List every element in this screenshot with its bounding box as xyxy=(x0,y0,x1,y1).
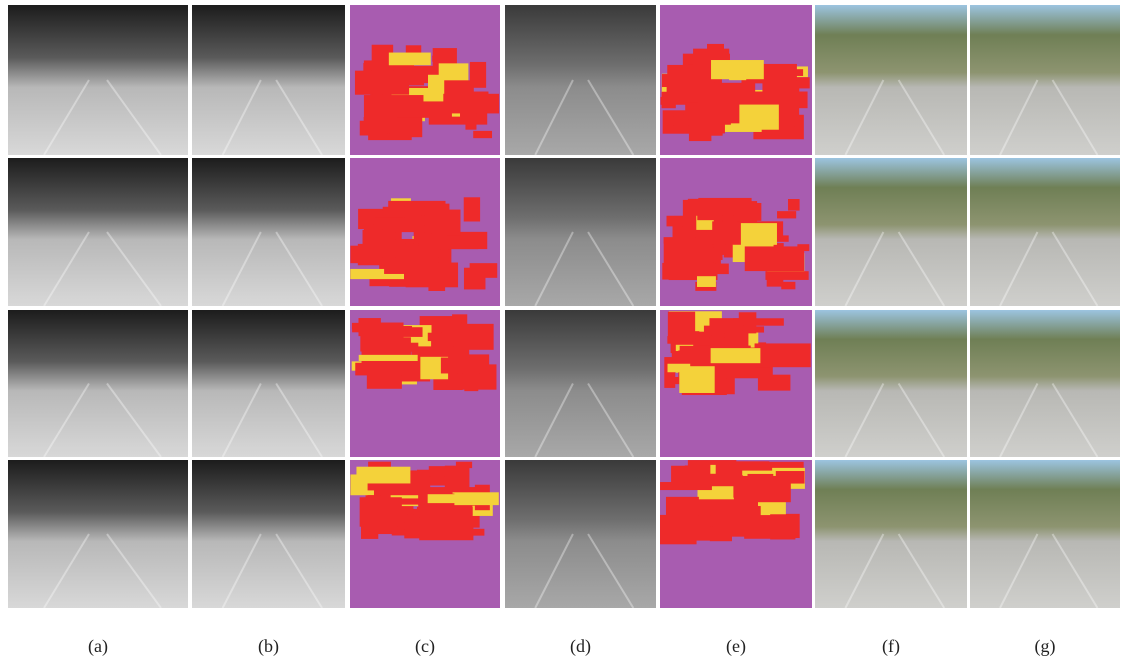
figure: (a) (b) (c) (d) (e) (f) (g) xyxy=(0,0,1127,666)
map-patch xyxy=(360,497,402,526)
map-patch xyxy=(745,246,804,271)
map-patch xyxy=(363,230,396,258)
map-patch xyxy=(748,474,774,481)
image-tile xyxy=(192,310,345,457)
map-patch xyxy=(444,80,474,105)
image-tile xyxy=(8,460,188,608)
image-tile xyxy=(970,310,1120,457)
map-patch xyxy=(439,210,460,236)
image-tile xyxy=(970,460,1120,608)
map-patch xyxy=(470,263,498,278)
image-tile xyxy=(505,310,656,457)
image-tile xyxy=(970,5,1120,155)
map-patch xyxy=(788,199,800,211)
caption: (f) xyxy=(882,636,900,657)
map-patch xyxy=(688,199,734,216)
caption: (g) xyxy=(1035,636,1056,657)
map-patch xyxy=(435,322,462,331)
map-patch xyxy=(755,368,770,377)
captions: (a) (b) (c) (d) (e) (f) (g) xyxy=(88,636,1055,657)
map-patch xyxy=(360,323,403,352)
map-patch xyxy=(364,117,400,134)
map-patch xyxy=(473,131,492,138)
map-patch xyxy=(355,363,414,376)
image-tile xyxy=(815,5,967,155)
map-patch xyxy=(679,366,714,393)
image-tile xyxy=(815,310,967,457)
map-patch xyxy=(777,211,796,218)
map-patch xyxy=(776,471,805,484)
map-patch xyxy=(355,71,409,95)
image-tile xyxy=(8,310,188,457)
image-tile xyxy=(192,460,345,608)
image-tile xyxy=(815,460,967,608)
map-patch xyxy=(364,95,424,117)
map-patch xyxy=(428,494,473,503)
map-patch xyxy=(792,69,804,76)
image-tile xyxy=(505,158,656,306)
image-tile xyxy=(505,460,656,608)
map-patch xyxy=(711,60,764,79)
map-patch xyxy=(660,482,712,490)
map-patch xyxy=(744,517,794,539)
map-patch xyxy=(743,326,765,332)
map-patch xyxy=(428,333,446,341)
map-patch xyxy=(755,343,811,367)
map-patch xyxy=(762,80,799,100)
map-patch xyxy=(419,517,473,540)
map-patch xyxy=(463,366,480,375)
map-patch xyxy=(359,355,418,361)
map-patch xyxy=(664,237,696,243)
map-patch xyxy=(417,470,457,477)
image-tile xyxy=(192,5,345,155)
caption: (a) xyxy=(88,636,108,657)
map-patch xyxy=(356,467,410,484)
map-patch xyxy=(666,497,699,526)
image-tile xyxy=(970,158,1120,306)
map-patch xyxy=(781,282,795,289)
image-tile xyxy=(8,5,188,155)
map-patch xyxy=(383,207,440,215)
image-grid xyxy=(8,5,1120,608)
map-patch xyxy=(389,53,431,66)
map-patch xyxy=(704,326,722,336)
map-patch xyxy=(432,56,450,62)
image-tile xyxy=(192,158,345,306)
caption: (b) xyxy=(258,636,279,657)
map-patch xyxy=(725,330,749,347)
map-patch xyxy=(448,235,479,249)
map-patch xyxy=(739,105,778,130)
map-patch xyxy=(711,348,761,363)
map-patch xyxy=(765,271,808,280)
map-patch xyxy=(726,320,743,331)
map-patch xyxy=(685,465,699,482)
caption: (d) xyxy=(570,636,591,657)
map-patch xyxy=(668,312,695,341)
image-tile xyxy=(815,158,967,306)
map-patch xyxy=(697,276,716,287)
image-tile xyxy=(505,5,656,155)
map-patch xyxy=(464,197,480,221)
caption: (e) xyxy=(726,636,746,657)
image-tile xyxy=(8,158,188,306)
caption: (c) xyxy=(415,636,435,657)
map-patch xyxy=(689,119,711,141)
map-patch xyxy=(712,221,741,244)
map-patch xyxy=(677,264,729,275)
